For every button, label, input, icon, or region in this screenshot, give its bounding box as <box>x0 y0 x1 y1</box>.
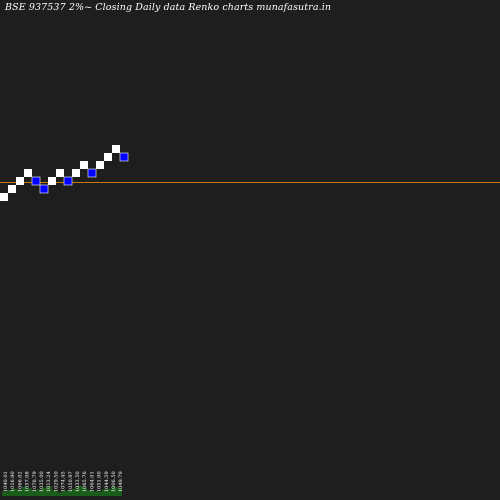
volume-bar <box>77 485 82 496</box>
renko-down-brick <box>39 184 49 194</box>
x-tick-label: 1050.97 <box>68 471 74 492</box>
volume-bar <box>2 491 7 496</box>
volume-bar <box>102 489 107 496</box>
volume-bar <box>87 490 92 496</box>
volume-bar <box>27 488 32 496</box>
volume-bar <box>17 489 22 496</box>
volume-bar <box>32 490 37 496</box>
volume-bar <box>22 487 27 496</box>
volume-bar <box>92 491 97 496</box>
renko-down-brick <box>31 176 41 186</box>
x-tick-label: 1074.45 <box>61 471 67 492</box>
volume-bar <box>67 490 72 496</box>
x-tick-label: 1016.90 <box>10 471 16 492</box>
volume-bar <box>37 489 42 496</box>
x-tick-label: 1033.50 <box>75 471 81 492</box>
volume-bar <box>107 488 112 496</box>
renko-down-brick <box>119 152 129 162</box>
renko-up-brick <box>96 161 104 169</box>
x-tick-label: 1029.50 <box>53 471 59 492</box>
x-tick-label: 1057.08 <box>25 471 31 492</box>
renko-up-brick <box>112 145 120 153</box>
x-tick-label: 1064.01 <box>89 471 95 492</box>
x-tick-label: 1049.79 <box>118 471 124 492</box>
x-tick-labels: 1040.01 1016.90 1066.02 1057.08 1076.79 1035.… <box>3 471 124 492</box>
volume-bar <box>72 488 77 496</box>
x-tick-label: 1051.00 <box>97 471 103 492</box>
volume-bar <box>42 487 47 496</box>
renko-up-brick <box>72 169 80 177</box>
x-tick-label: 1035.00 <box>39 471 45 492</box>
volume-bar <box>97 491 102 496</box>
renko-up-brick <box>8 185 16 193</box>
renko-bricks <box>0 145 129 201</box>
volume-bar <box>62 491 67 496</box>
renko-up-brick <box>24 169 32 177</box>
volume-bar <box>52 490 57 496</box>
volume-bar <box>12 488 17 496</box>
renko-up-brick <box>80 161 88 169</box>
volume-bar <box>47 486 52 496</box>
x-tick-label: 1066.02 <box>17 471 23 492</box>
volume-bar <box>112 487 117 496</box>
x-tick-label: 1013.24 <box>46 471 52 492</box>
x-tick-label: 1065.76 <box>82 471 88 492</box>
renko-up-brick <box>0 193 8 201</box>
x-tick-label: 1076.79 <box>32 471 38 492</box>
volume-bar <box>7 490 12 496</box>
volume-bars <box>2 485 122 496</box>
volume-bar <box>57 492 62 496</box>
renko-down-brick <box>87 168 97 178</box>
volume-bar <box>82 487 87 496</box>
renko-up-brick <box>56 169 64 177</box>
renko-up-brick <box>104 153 112 161</box>
chart-title: BSE 937537 2%~ Closing Daily data Renko … <box>5 2 332 13</box>
x-tick-label: 1044.59 <box>104 471 110 492</box>
x-tick-label: 1006.50 <box>111 471 117 492</box>
renko-up-brick <box>48 177 56 185</box>
renko-down-brick <box>63 176 73 186</box>
x-tick-label: 1040.01 <box>3 471 9 492</box>
volume-bar <box>117 488 122 496</box>
renko-up-brick <box>16 177 24 185</box>
